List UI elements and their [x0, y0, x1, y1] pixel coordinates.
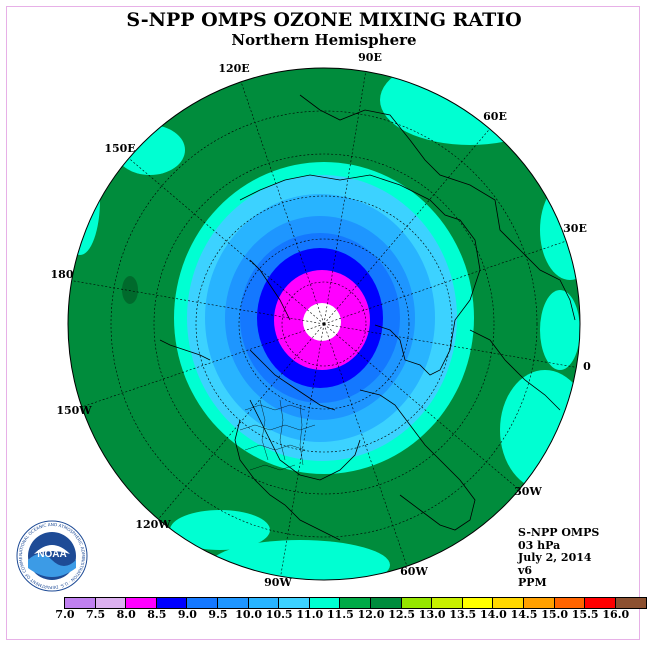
colorbar-cell — [523, 598, 555, 608]
colorbar-cell — [187, 598, 218, 608]
colorbar-tick-label: 14.5 — [510, 608, 538, 621]
lon-label-60e: 60E — [483, 110, 507, 123]
pressure-label: 03 hPa — [518, 538, 561, 552]
colorbar-cell — [309, 598, 341, 608]
colorbar-tick-label: 9.5 — [208, 608, 228, 621]
colorbar-cell — [126, 598, 157, 608]
lon-label-30e: 30E — [563, 222, 587, 235]
colorbar-tick-label: 8.0 — [116, 608, 136, 621]
colorbar-tick-label: 9.0 — [177, 608, 197, 621]
lon-label-150w: 150W — [56, 404, 92, 417]
lon-label-90e: 90E — [358, 51, 382, 64]
colorbar-cell — [493, 598, 524, 608]
colorbar-cell — [462, 598, 494, 608]
colorbar-tick-label: 11.0 — [296, 608, 324, 621]
map-boundary — [67, 67, 581, 581]
colorbar-tick-label: 7.5 — [86, 608, 106, 621]
date-label: July 2, 2014 — [518, 551, 592, 564]
colorbar-cell — [585, 598, 616, 608]
plot-frame — [6, 6, 640, 640]
colorbar-tick-label: 12.0 — [357, 608, 385, 621]
lon-label-150e: 150E — [104, 142, 135, 155]
map-title: S-NPP OMPS OZONE MIXING RATIO — [126, 9, 522, 31]
colorbar-tick-label: 7.0 — [55, 608, 75, 621]
colorbar-tick-label: 8.5 — [147, 608, 167, 621]
colorbar-tick-label: 16.0 — [602, 608, 630, 621]
lon-label-30w: 30W — [514, 485, 542, 498]
colorbar-tick-label: 11.5 — [326, 608, 354, 621]
colorbar-ticks: 7.0 7.5 8.0 8.5 9.0 9.5 10.0 10.5 11.0 11.5 12.0 12… — [0, 608, 648, 622]
colorbar-tick-label: 10.5 — [265, 608, 293, 621]
lon-label-120w: 120W — [135, 518, 171, 531]
colorbar-cell — [248, 598, 280, 608]
logo-text: NOAA — [37, 549, 66, 560]
colorbar-cell — [217, 598, 249, 608]
political-borders — [239, 399, 316, 471]
colorbar-tick-label: 13.0 — [418, 608, 446, 621]
colorbar-tick-label: 15.5 — [571, 608, 599, 621]
instrument-label: S-NPP OMPS — [518, 526, 600, 539]
lon-label-180: 180 — [51, 268, 74, 281]
version-label: v6 — [518, 563, 533, 577]
colorbar-cell — [279, 598, 310, 608]
colorbar-cell — [615, 598, 647, 608]
colorbar-cell — [65, 598, 96, 608]
lon-label-60w: 60W — [400, 565, 428, 578]
ozone-field — [68, 68, 580, 580]
colorbar-cell — [432, 598, 463, 608]
colorbar-cell — [554, 598, 586, 608]
map-subtitle: Northern Hemisphere — [231, 31, 417, 49]
colorbar-tick-label: 15.0 — [541, 608, 568, 621]
colorbar-tick-label: 10.0 — [235, 608, 262, 621]
coastlines — [159, 94, 576, 541]
lon-label-90w: 90W — [264, 576, 292, 589]
colorbar-cell — [370, 598, 402, 608]
colorbar-tick-label: 14.0 — [479, 608, 507, 621]
lon-label-0: 0 — [583, 360, 591, 373]
colorbar-cell — [156, 598, 188, 608]
colorbar-cell — [340, 598, 371, 608]
lon-label-120e: 120E — [218, 62, 249, 75]
colorbar-tick-label: 13.5 — [449, 608, 477, 621]
colorbar — [64, 597, 648, 609]
noaa-logo: NATIONAL OCEANIC AND ATMOSPHERIC ADMINIS… — [16, 520, 88, 592]
colorbar-cell — [401, 598, 433, 608]
colorbar-tick-label: 12.5 — [388, 608, 415, 621]
units-label: PPM — [518, 576, 547, 589]
colorbar-cell — [95, 598, 127, 608]
info-block: S-NPP OMPS 03 hPa July 2, 2014 v6 PPM — [518, 526, 600, 590]
